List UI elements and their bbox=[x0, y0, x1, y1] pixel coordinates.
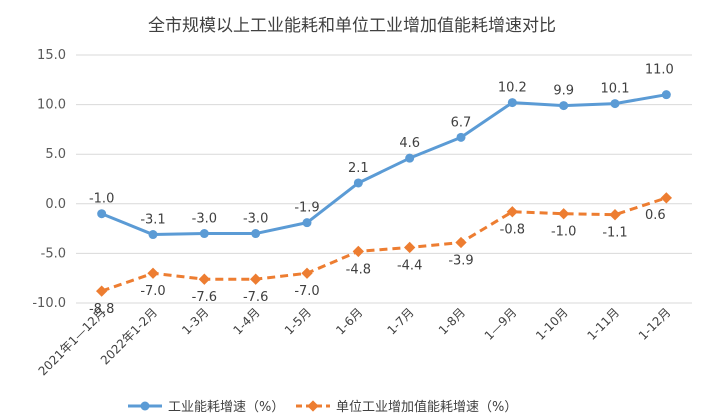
data-label: -3.9 bbox=[448, 253, 473, 268]
data-point bbox=[251, 229, 261, 239]
data-point bbox=[302, 218, 312, 228]
data-point bbox=[96, 285, 108, 297]
data-label: -3.0 bbox=[243, 212, 268, 227]
data-label: -1.9 bbox=[294, 201, 319, 216]
data-label: -3.1 bbox=[140, 213, 165, 228]
data-label: -3.0 bbox=[192, 212, 217, 227]
y-tick-label: 10.0 bbox=[37, 98, 66, 113]
data-label: -1.0 bbox=[551, 225, 576, 240]
y-tick-label: 5.0 bbox=[45, 147, 66, 162]
data-label: 10.1 bbox=[601, 82, 630, 97]
x-tick-label: 1-12月 bbox=[636, 305, 674, 343]
data-label: -7.6 bbox=[243, 290, 268, 305]
data-point bbox=[507, 98, 517, 108]
series-line-1 bbox=[101, 93, 667, 237]
data-point bbox=[352, 245, 364, 258]
data-point bbox=[301, 267, 313, 279]
y-tick-label: -10.0 bbox=[32, 296, 66, 311]
data-point bbox=[250, 273, 262, 285]
data-point bbox=[558, 208, 570, 220]
data-label: 11.0 bbox=[645, 63, 674, 78]
data-label: 4.6 bbox=[399, 136, 420, 151]
data-label: 2.1 bbox=[348, 161, 369, 176]
x-tick-label: 1-7月 bbox=[385, 305, 417, 337]
y-tick-label: 15.0 bbox=[37, 48, 66, 63]
y-tick-label: 0.0 bbox=[45, 197, 66, 212]
legend-marker bbox=[307, 400, 319, 412]
data-point bbox=[198, 273, 210, 285]
data-point bbox=[405, 153, 415, 163]
data-point bbox=[353, 178, 363, 188]
data-label: -1.0 bbox=[89, 192, 114, 207]
series-line-2 bbox=[101, 196, 667, 293]
data-label: -4.8 bbox=[346, 262, 371, 277]
x-tick-label: 1-6月 bbox=[333, 305, 365, 337]
grid bbox=[76, 54, 692, 304]
data-point bbox=[97, 209, 107, 219]
data-label: -8.8 bbox=[89, 302, 114, 317]
legend-label: 单位工业增加值能耗增速（%） bbox=[336, 399, 517, 415]
x-tick-label: 1—9月 bbox=[482, 305, 520, 343]
x-tick-label: 1-11月 bbox=[584, 305, 622, 343]
x-tick-label: 1-10月 bbox=[533, 305, 571, 343]
legend-label: 工业能耗增速（%） bbox=[168, 400, 284, 415]
data-label: 10.2 bbox=[498, 81, 527, 96]
data-point bbox=[404, 241, 416, 254]
legend-marker bbox=[140, 401, 150, 411]
y-axis: 15.0 10.0 5.0 0.0 -5.0 -10.0 bbox=[32, 48, 66, 311]
data-label: -7.6 bbox=[192, 290, 217, 305]
x-tick-label: 1-3月 bbox=[179, 305, 211, 337]
x-tick-label: 1-5月 bbox=[282, 305, 314, 337]
data-point bbox=[660, 192, 672, 204]
data-point bbox=[506, 206, 518, 218]
y-tick-label: -5.0 bbox=[41, 246, 66, 261]
data-point bbox=[610, 99, 620, 109]
data-point bbox=[148, 230, 158, 240]
x-tick-label: 1-8月 bbox=[436, 305, 468, 337]
data-point bbox=[609, 209, 621, 221]
data-label: -1.1 bbox=[602, 226, 627, 241]
data-labels: -1.0 -3.1 -3.0 -3.0 -1.9 2.1 4.6 6.7 10.2 9.9 10.1… bbox=[89, 63, 674, 317]
data-point bbox=[455, 236, 467, 249]
data-point bbox=[147, 267, 159, 279]
data-point bbox=[199, 229, 209, 239]
data-point bbox=[559, 101, 569, 111]
x-tick-label: 1-4月 bbox=[231, 305, 263, 337]
data-label: -4.4 bbox=[397, 258, 422, 273]
data-label: -7.0 bbox=[294, 284, 319, 299]
data-point bbox=[456, 132, 466, 142]
data-label: 0.6 bbox=[645, 208, 666, 223]
legend: 工业能耗增速（%） 单位工业增加值能耗增速（%） bbox=[128, 399, 517, 415]
chart-title: 全市规模以上工业能耗和单位工业增加值能耗增速对比 bbox=[148, 16, 556, 36]
data-point bbox=[661, 90, 671, 100]
data-label: 6.7 bbox=[451, 115, 472, 130]
data-label: -0.8 bbox=[500, 223, 525, 238]
plot-area bbox=[96, 90, 672, 297]
data-label: 9.9 bbox=[553, 84, 574, 99]
data-label: -7.0 bbox=[140, 284, 165, 299]
